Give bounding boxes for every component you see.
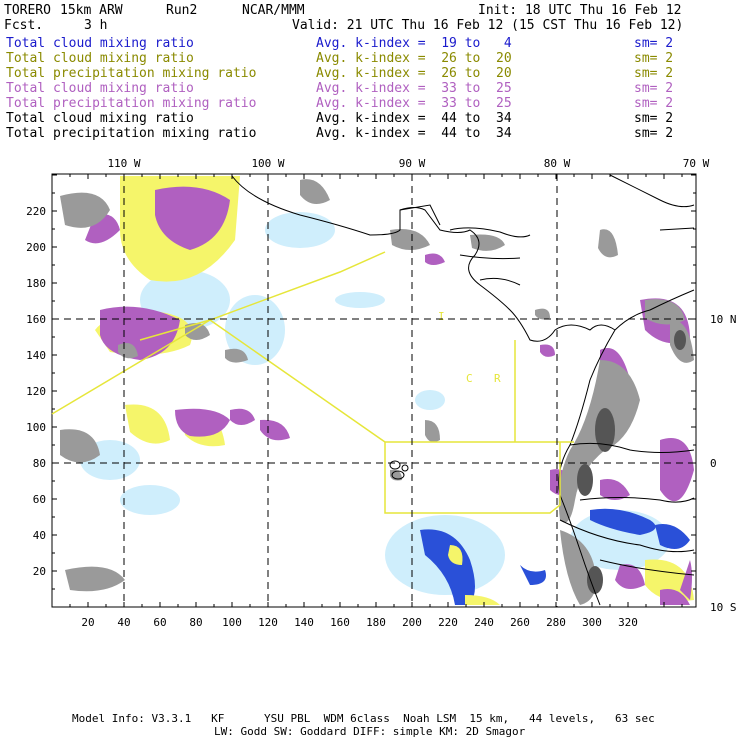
lon-label: 100 W <box>251 157 284 170</box>
x-tick-label: 260 <box>510 616 530 629</box>
init-time: Init: 18 UTC Thu 16 Feb 12 <box>478 3 682 18</box>
legend-row-6-name: Total cloud mixing ratio <box>6 111 194 126</box>
legend-row-5-name: Total precipitation mixing ratio <box>6 96 257 111</box>
bottom-grid-labels: 20 40 60 80 100 120 140 160 180 200 220 240 260 280 30… <box>81 616 638 629</box>
coastline-layer <box>231 174 695 606</box>
latlon-grid <box>52 174 696 607</box>
y-tick-label: 80 <box>33 457 46 470</box>
x-tick-label: 300 <box>582 616 602 629</box>
legend-row-6-sm: sm= 2 <box>634 111 674 126</box>
legend-row-4-name: Total cloud mixing ratio <box>6 81 194 96</box>
x-tick-label: 200 <box>402 616 422 629</box>
lon-label: 80 W <box>544 157 571 170</box>
lon-label: 90 W <box>399 157 426 170</box>
legend-row-7-sm: sm= 2 <box>634 126 674 141</box>
right-latitude-labels: 10 N 0 10 S <box>710 313 737 614</box>
cloud-field-layer <box>60 176 694 605</box>
x-tick-label: 320 <box>618 616 638 629</box>
x-tick-label: 180 <box>366 616 386 629</box>
forecast-label: Fcst. <box>4 18 44 33</box>
forecast-hours: 3 h <box>84 18 108 33</box>
lat-label: 10 N <box>710 313 737 326</box>
model-info-line: Model Info: V3.3.1 KF YSU PBL WDM 6class… <box>72 712 655 725</box>
domain-marker-a: I <box>438 310 445 323</box>
y-tick-label: 20 <box>33 565 46 578</box>
lat-label: 10 S <box>710 601 737 614</box>
lon-label: 110 W <box>107 157 140 170</box>
x-tick-label: 20 <box>81 616 94 629</box>
x-tick-label: 140 <box>294 616 314 629</box>
model-name: TORERO <box>4 3 51 18</box>
run-label: Run2 <box>166 3 198 18</box>
domain-marker-c: R <box>494 372 501 385</box>
x-tick-label: 60 <box>153 616 166 629</box>
legend-row-6-kindex: Avg. k-index = 44 to 34 <box>316 111 512 126</box>
nested-domain-boxes <box>51 251 574 514</box>
top-longitude-labels: 110 W 100 W 90 W 80 W 70 W <box>107 157 709 170</box>
legend-row-5-sm: sm= 2 <box>634 96 674 111</box>
model-resolution: 15km ARW <box>60 3 123 18</box>
y-tick-label: 120 <box>26 385 46 398</box>
legend-row-3-sm: sm= 2 <box>634 66 674 81</box>
legend-row-1-name: Total cloud mixing ratio <box>6 36 194 51</box>
left-grid-labels: 220 200 180 160 140 120 100 80 60 40 20 <box>26 205 46 578</box>
legend-row-2-sm: sm= 2 <box>634 51 674 66</box>
x-tick-label: 160 <box>330 616 350 629</box>
y-tick-label: 160 <box>26 313 46 326</box>
legend-row-7-name: Total precipitation mixing ratio <box>6 126 257 141</box>
lon-label: 70 W <box>683 157 710 170</box>
axis-ticks <box>51 174 696 608</box>
valid-time: Valid: 21 UTC Thu 16 Feb 12 (15 CST Thu … <box>292 18 684 33</box>
y-tick-label: 60 <box>33 493 46 506</box>
legend-row-2-name: Total cloud mixing ratio <box>6 51 194 66</box>
physics-info-line: LW: Godd SW: Goddard DIFF: simple KM: 2D… <box>214 725 526 738</box>
y-tick-label: 180 <box>26 277 46 290</box>
legend-row-1-sm: sm= 2 <box>634 36 674 51</box>
x-tick-label: 40 <box>117 616 130 629</box>
y-tick-label: 100 <box>26 421 46 434</box>
x-tick-label: 120 <box>258 616 278 629</box>
legend-row-2-kindex: Avg. k-index = 26 to 20 <box>316 51 512 66</box>
x-tick-label: 280 <box>546 616 566 629</box>
legend-row-4-kindex: Avg. k-index = 33 to 25 <box>316 81 512 96</box>
galapagos-islands <box>389 460 409 480</box>
x-tick-label: 80 <box>189 616 202 629</box>
y-tick-label: 200 <box>26 241 46 254</box>
y-tick-label: 140 <box>26 349 46 362</box>
legend-row-4-sm: sm= 2 <box>634 81 674 96</box>
y-tick-label: 220 <box>26 205 46 218</box>
domain-marker-b: C <box>466 372 473 385</box>
legend-row-3-kindex: Avg. k-index = 26 to 20 <box>316 66 512 81</box>
legend-row-1-kindex: Avg. k-index = 19 to 4 <box>316 36 512 51</box>
legend-row-3-name: Total precipitation mixing ratio <box>6 66 257 81</box>
y-tick-label: 40 <box>33 529 46 542</box>
organization: NCAR/MMM <box>242 3 305 18</box>
x-tick-label: 100 <box>222 616 242 629</box>
x-tick-label: 220 <box>438 616 458 629</box>
legend-row-5-kindex: Avg. k-index = 33 to 25 <box>316 96 512 111</box>
lat-label: 0 <box>710 457 717 470</box>
x-tick-label: 240 <box>474 616 494 629</box>
legend-row-7-kindex: Avg. k-index = 44 to 34 <box>316 126 512 141</box>
